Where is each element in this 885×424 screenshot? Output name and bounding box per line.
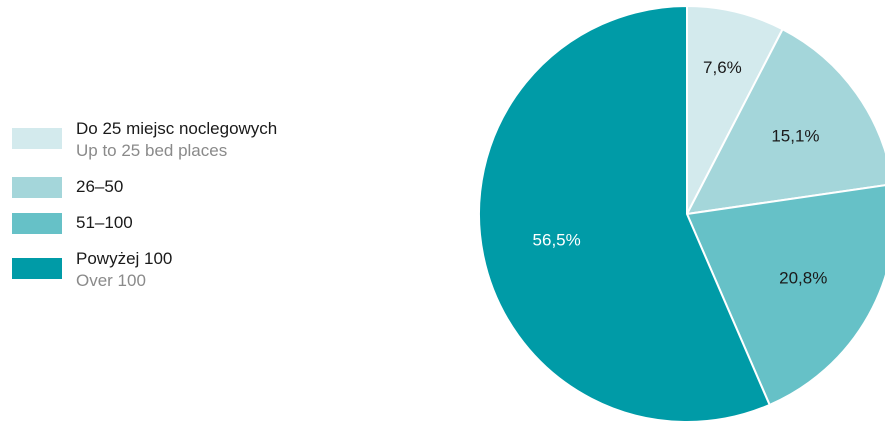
- legend-label: 51–100: [76, 213, 133, 232]
- legend-labels: 26–50: [76, 176, 123, 198]
- slice-label: 56,5%: [533, 230, 581, 249]
- slice-label: 15,1%: [771, 126, 819, 145]
- legend-swatch: [12, 128, 62, 149]
- legend-label-english: Up to 25 bed places: [76, 141, 228, 160]
- legend-swatch: [12, 212, 62, 234]
- slice-label: 20,8%: [779, 268, 827, 287]
- legend-item: 26–50: [12, 176, 372, 198]
- legend-label-english: Over 100: [76, 271, 146, 290]
- legend-swatch: [12, 176, 62, 198]
- legend-labels: 51–100: [76, 212, 133, 234]
- pie-chart: 7,6% 15,1% 20,8% 56,5%: [478, 5, 885, 423]
- legend-label: Powyżej 100: [76, 249, 173, 268]
- legend-labels: Powyżej 100 Over 100: [76, 248, 172, 292]
- legend-item: 51–100: [12, 212, 372, 234]
- legend-label: Do 25 miejsc noclegowych: [76, 119, 278, 138]
- legend: Do 25 miejsc noclegowych Up to 25 bed pla…: [12, 118, 372, 306]
- pie-slice: [685, 27, 885, 216]
- legend-labels: Do 25 miejsc noclegowych Up to 25 bed pla…: [76, 118, 277, 162]
- legend-swatch: [12, 258, 62, 279]
- legend-item: Do 25 miejsc noclegowych Up to 25 bed pla…: [12, 118, 372, 162]
- pie-slice: [478, 5, 771, 423]
- slice-label: 7,6%: [703, 58, 742, 77]
- legend-label: 26–50: [76, 177, 124, 196]
- pie-slice: [686, 5, 784, 215]
- pie-slice: [685, 184, 885, 407]
- legend-item: Powyżej 100 Over 100: [12, 248, 372, 292]
